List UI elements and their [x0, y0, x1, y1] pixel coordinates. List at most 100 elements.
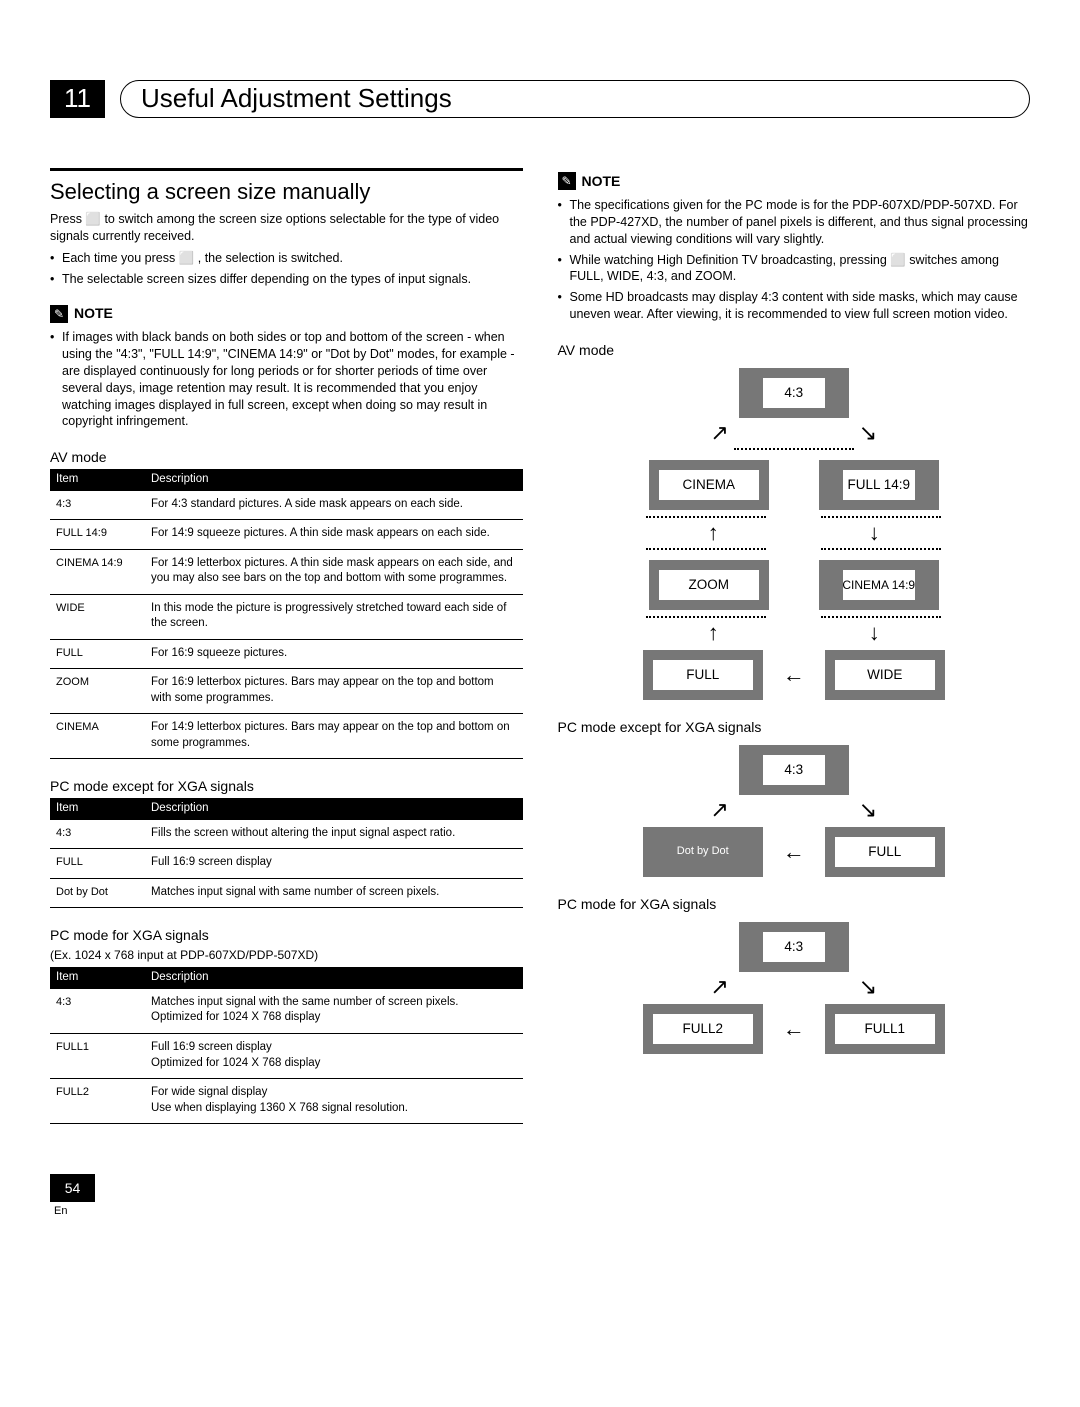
table-row: WIDEIn this mode the picture is progress…: [50, 594, 523, 639]
table-cell-item: FULL 14:9: [50, 520, 145, 550]
arrow-icon: ↑: [708, 622, 719, 644]
section-heading: Selecting a screen size manually: [50, 168, 523, 207]
chapter-number-badge: 11: [50, 80, 105, 118]
table-cell-item: CINEMA 14:9: [50, 549, 145, 594]
state-zoom: ZOOM: [649, 560, 769, 610]
pencil-icon: ✎: [50, 305, 68, 323]
av-mode-table: Item Description 4:3For 4:3 standard pic…: [50, 469, 523, 759]
table-cell-item: Dot by Dot: [50, 878, 145, 908]
dotted-line: [734, 448, 854, 450]
table-cell-desc: For 14:9 letterbox pictures. A thin side…: [145, 549, 523, 594]
table-cell-desc: For 16:9 squeeze pictures.: [145, 639, 523, 669]
pc-ex-diagram: 4:3 ↗↘ Dot by Dot ← FULL: [558, 745, 1031, 877]
arrow-icon: ↗: [710, 422, 728, 444]
pc-ex-label: PC mode except for XGA signals: [50, 777, 523, 796]
table-cell-desc: For 16:9 letterbox pictures. Bars may ap…: [145, 669, 523, 714]
chapter-header: 11 Useful Adjustment Settings: [50, 80, 1030, 118]
state-full1: FULL1: [825, 1004, 945, 1054]
bullet-item: Some HD broadcasts may display 4:3 conte…: [558, 289, 1031, 323]
table-row: ZOOMFor 16:9 letterbox pictures. Bars ma…: [50, 669, 523, 714]
table-cell-item: FULL: [50, 639, 145, 669]
table-header: Item: [50, 798, 145, 820]
state-label: CINEMA 14:9: [842, 577, 915, 593]
arrow-icon: ←: [783, 1018, 805, 1040]
bullet-item: If images with black bands on both sides…: [50, 329, 523, 430]
table-cell-item: 4:3: [50, 989, 145, 1034]
note-label: NOTE: [582, 172, 621, 191]
note-bullets: If images with black bands on both sides…: [50, 329, 523, 430]
state-cinema: CINEMA: [649, 460, 769, 510]
table-cell-desc: Full 16:9 screen display Optimized for 1…: [145, 1033, 523, 1078]
state-4-3: 4:3: [739, 922, 849, 972]
dotted-line: [821, 616, 941, 618]
table-cell-desc: For 14:9 letterbox pictures. Bars may ap…: [145, 714, 523, 759]
table-cell-item: FULL1: [50, 1033, 145, 1078]
arrow-icon: ↓: [869, 622, 880, 644]
arrow-icon: ←: [783, 664, 805, 686]
arrow-icon: ↗: [710, 799, 728, 821]
pc-ex-table: Item Description 4:3Fills the screen wit…: [50, 798, 523, 908]
state-full149: FULL 14:9: [819, 460, 939, 510]
table-cell-desc: Matches input signal with same number of…: [145, 878, 523, 908]
table-cell-desc: Full 16:9 screen display: [145, 849, 523, 879]
dotted-line: [646, 516, 766, 518]
table-cell-item: ZOOM: [50, 669, 145, 714]
state-label: 4:3: [784, 384, 803, 402]
state-full: FULL: [643, 650, 763, 700]
dotted-line: [646, 548, 766, 550]
table-header: Item: [50, 967, 145, 989]
dotted-line: [821, 516, 941, 518]
state-label: 4:3: [784, 938, 803, 956]
table-row: FULLFull 16:9 screen display: [50, 849, 523, 879]
table-row: FULL1Full 16:9 screen display Optimized …: [50, 1033, 523, 1078]
page-number-badge: 54: [50, 1174, 95, 1202]
table-cell-item: FULL2: [50, 1079, 145, 1124]
table-cell-item: CINEMA: [50, 714, 145, 759]
intro-paragraph: Press ⬜ to switch among the screen size …: [50, 211, 523, 245]
av-mode-label: AV mode: [50, 448, 523, 467]
table-row: FULL 14:9For 14:9 squeeze pictures. A th…: [50, 520, 523, 550]
note-heading: ✎ NOTE: [50, 304, 523, 323]
pc-xga-table: Item Description 4:3Matches input signal…: [50, 967, 523, 1124]
left-column: Selecting a screen size manually Press ⬜…: [50, 168, 523, 1124]
note-bullets: The specifications given for the PC mode…: [558, 197, 1031, 323]
pc-xga-diagram: 4:3 ↗↘ FULL2 ← FULL1: [558, 922, 1031, 1054]
state-label: Dot by Dot: [677, 844, 729, 859]
table-header: Description: [145, 798, 523, 820]
av-mode-diagram: 4:3 ↗ ↘ CINEMA FULL 14:9 ↑ ↓ ZOOM CINEMA 1…: [558, 368, 1031, 700]
table-cell-desc: In this mode the picture is progressivel…: [145, 594, 523, 639]
table-row: CINEMA 14:9For 14:9 letterbox pictures. …: [50, 549, 523, 594]
dotted-line: [646, 616, 766, 618]
intro-bullets: Each time you press ⬜ , the selection is…: [50, 250, 523, 288]
table-cell-item: 4:3: [50, 820, 145, 849]
arrow-icon: ↘: [859, 422, 877, 444]
table-row: 4:3Matches input signal with the same nu…: [50, 989, 523, 1034]
bullet-item: The specifications given for the PC mode…: [558, 197, 1031, 248]
pc-xga-label: PC mode for XGA signals: [50, 926, 523, 945]
note-heading: ✎ NOTE: [558, 172, 1031, 191]
state-dot: Dot by Dot: [643, 827, 763, 877]
table-row: CINEMAFor 14:9 letterbox pictures. Bars …: [50, 714, 523, 759]
table-cell-desc: For 4:3 standard pictures. A side mask a…: [145, 491, 523, 520]
page-language: En: [54, 1204, 1030, 1219]
diagram-pcxga-label: PC mode for XGA signals: [558, 895, 1031, 914]
state-label: FULL 14:9: [847, 476, 910, 494]
state-label: 4:3: [784, 761, 803, 779]
table-cell-item: FULL: [50, 849, 145, 879]
table-cell-desc: For 14:9 squeeze pictures. A thin side m…: [145, 520, 523, 550]
bullet-item: While watching High Definition TV broadc…: [558, 252, 1031, 286]
bullet-item: Each time you press ⬜ , the selection is…: [50, 250, 523, 267]
table-row: 4:3Fills the screen without altering the…: [50, 820, 523, 849]
arrow-icon: ↘: [859, 976, 877, 998]
arrow-icon: ↓: [869, 522, 880, 544]
table-header: Item: [50, 469, 145, 491]
table-header: Description: [145, 967, 523, 989]
arrow-icon: ↑: [708, 522, 719, 544]
bullet-item: The selectable screen sizes differ depen…: [50, 271, 523, 288]
table-header: Description: [145, 469, 523, 491]
diagram-av-label: AV mode: [558, 341, 1031, 360]
state-full: FULL: [825, 827, 945, 877]
table-cell-desc: For wide signal display Use when display…: [145, 1079, 523, 1124]
table-cell-desc: Matches input signal with the same numbe…: [145, 989, 523, 1034]
state-full2: FULL2: [643, 1004, 763, 1054]
